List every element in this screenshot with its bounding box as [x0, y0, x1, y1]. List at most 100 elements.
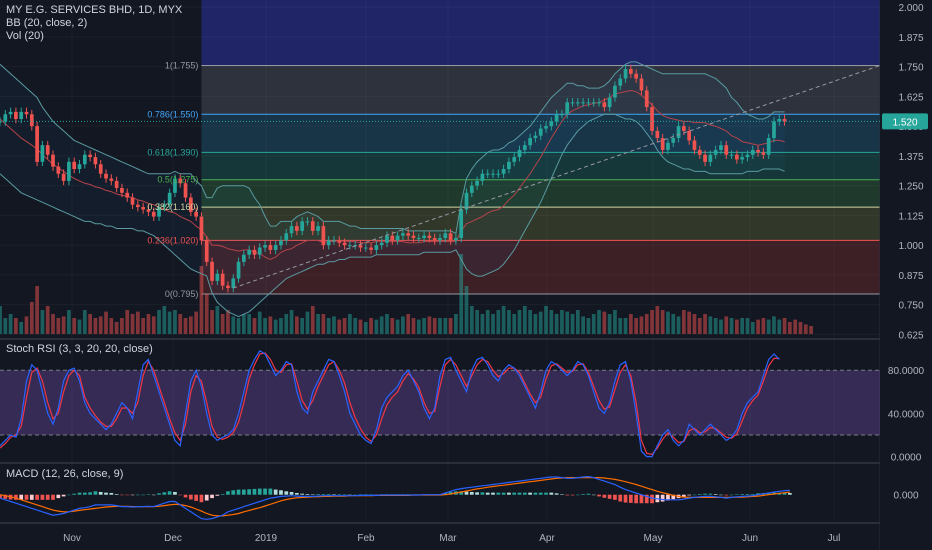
candle-body — [777, 119, 782, 122]
volume-bar — [51, 314, 55, 334]
candle-body — [369, 247, 373, 250]
macd-histogram-bar — [45, 494, 50, 500]
volume-bar — [157, 310, 161, 334]
volume-bar — [310, 306, 315, 334]
volume-bar — [655, 306, 660, 334]
macd-legend[interactable]: MACD (12, 26, close, 9) — [6, 468, 124, 480]
macd-histogram-bar — [257, 488, 262, 495]
dashed-trend-line — [233, 64, 881, 289]
symbol-title[interactable]: MY E.G. SERVICES BHD, 1D, MYX — [6, 4, 183, 16]
candle-body — [98, 164, 103, 174]
macd-histogram-bar — [173, 491, 177, 495]
volume-bar — [363, 322, 368, 334]
volume-bar — [369, 318, 373, 334]
volume-bar — [40, 310, 45, 334]
macd-histogram-bar — [480, 492, 485, 495]
macd-histogram-bar — [501, 492, 506, 495]
candle-body — [591, 102, 596, 104]
candle-body — [167, 192, 172, 205]
macd-histogram-bar — [35, 494, 39, 500]
volume-bar — [385, 314, 389, 334]
macd-histogram-bar — [613, 494, 617, 500]
vol-legend[interactable]: Vol (20) — [6, 30, 44, 42]
volume-bar — [109, 318, 114, 334]
volume-bar — [650, 310, 654, 334]
macd-histogram-bar — [226, 491, 230, 495]
macd-histogram-bar — [332, 494, 336, 495]
stoch-legend[interactable]: Stoch RSI (3, 3, 20, 20, close) — [6, 343, 153, 355]
candle-body — [517, 149, 522, 158]
volume-bar — [719, 319, 723, 334]
candle-body — [268, 245, 273, 250]
volume-bar — [348, 314, 352, 334]
volume-bar — [226, 310, 230, 334]
volume-bar — [120, 318, 124, 334]
stoch-tick-label: 80.0000 — [888, 366, 925, 377]
volume-bar — [671, 314, 676, 334]
macd-histogram-bar — [602, 494, 607, 498]
volume-bar — [194, 311, 198, 334]
candle-body — [173, 178, 177, 193]
candle-body — [188, 197, 193, 212]
time-tick-label: May — [644, 533, 663, 544]
bb-legend[interactable]: BB (20, close, 2) — [6, 17, 88, 29]
candle-body — [432, 238, 437, 241]
volume-bar — [697, 318, 702, 334]
macd-histogram-bar — [125, 494, 130, 496]
candle-body — [231, 278, 236, 289]
macd-histogram-bar — [289, 491, 294, 495]
axis-background — [880, 0, 932, 550]
volume-bar — [766, 319, 771, 334]
macd-histogram-bar — [295, 493, 299, 495]
fib-zone — [201, 240, 880, 294]
candle-body — [51, 154, 55, 167]
macd-histogram-bar — [660, 494, 665, 502]
volume-bar — [162, 306, 167, 334]
macd-histogram-bar — [342, 494, 347, 495]
candle-body — [719, 145, 723, 150]
candle-body — [263, 245, 267, 248]
volume-bar — [570, 314, 575, 334]
trend-line[interactable] — [233, 64, 881, 289]
time-axis[interactable]: Nov Dec 2019 Feb Mar Apr May Jun Jul — [63, 533, 840, 544]
macd-histogram-bar — [353, 494, 358, 496]
macd-histogram-bar — [469, 491, 474, 495]
volume-bar — [141, 318, 145, 334]
fibonacci-retracement[interactable] — [201, 0, 880, 295]
volume-bar — [788, 322, 792, 334]
candle-body — [454, 238, 458, 241]
macd-histogram-bar — [0, 494, 2, 499]
volume-bar — [676, 316, 681, 334]
volume-bar — [549, 310, 554, 334]
volume-bar — [56, 318, 61, 334]
volume-bar — [782, 318, 787, 334]
macd-histogram-bar — [130, 494, 135, 496]
macd-histogram-bar — [3, 494, 8, 499]
candle-body — [77, 164, 82, 169]
volume-bar — [14, 318, 18, 334]
volume-bar — [358, 319, 363, 334]
candle-body — [782, 119, 787, 122]
candle-body — [480, 173, 485, 181]
candle-body — [766, 138, 771, 155]
volume-bar — [639, 316, 644, 334]
volume-bar — [803, 324, 808, 334]
macd-histogram-bar — [263, 488, 267, 495]
candle-body — [56, 166, 61, 174]
candle-body — [565, 102, 570, 115]
volume-bar — [422, 318, 426, 334]
macd-histogram-bar — [242, 489, 246, 495]
volume-bar — [125, 310, 130, 334]
macd-histogram-bar — [782, 492, 787, 495]
macd-tick-label: 0.000 — [893, 491, 918, 502]
candle-body — [581, 102, 585, 104]
volume-bar — [93, 318, 98, 334]
candle-body — [528, 138, 532, 146]
candle-body — [724, 145, 729, 155]
macd-histogram-bar — [146, 494, 151, 495]
volume-bar — [544, 306, 548, 334]
candle-body — [379, 242, 384, 246]
time-tick-label: Mar — [439, 533, 457, 544]
